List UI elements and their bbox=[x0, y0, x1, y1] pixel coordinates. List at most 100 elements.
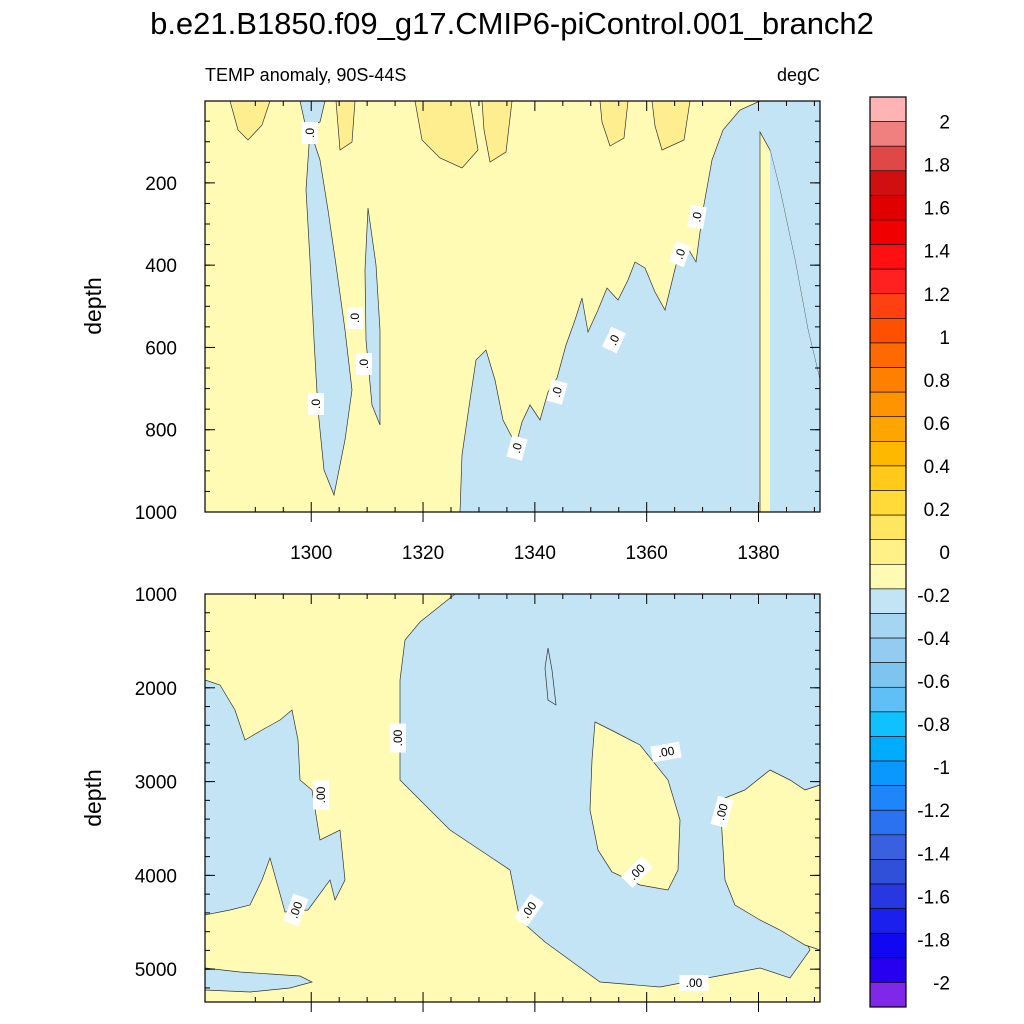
upper-negative-east-body bbox=[459, 150, 820, 512]
lower-plot-frame bbox=[204, 593, 821, 1003]
colorbar-label: -0.8 bbox=[917, 715, 950, 736]
upper-x-axis: 1300 1320 1340 1360 1380 bbox=[254, 101, 815, 564]
contour-label: .0 bbox=[506, 435, 528, 461]
colorbar-swatch bbox=[869, 588, 907, 614]
contour-label-box bbox=[356, 353, 372, 375]
lower-contour-labels: .00 .00 .00 .00 .00 .00 .00 .00 bbox=[283, 723, 734, 991]
contour-label-text: .00 bbox=[314, 786, 328, 803]
contour-label-text: .00 bbox=[713, 802, 731, 822]
contour-label-box bbox=[546, 379, 568, 405]
contour-label-text: .00 bbox=[686, 976, 703, 990]
x-tick-label: 1300 bbox=[290, 543, 332, 564]
colorbar-swatch bbox=[869, 736, 907, 762]
colorbar-swatch bbox=[869, 711, 907, 737]
contour-label: .00 bbox=[390, 723, 406, 753]
upper-y-axis: 200 400 600 800 1000 bbox=[135, 120, 820, 524]
colorbar-swatch bbox=[869, 268, 907, 295]
colorbar-frame bbox=[869, 96, 907, 1008]
colorbar-label: -0.6 bbox=[917, 672, 950, 693]
x-tick-label: 1320 bbox=[402, 543, 444, 564]
lower-negative-west bbox=[204, 679, 346, 916]
upper-panel: TEMP anomaly, 90S-44S degC 1300 1320 1340 1… bbox=[80, 65, 821, 564]
upper-ylabel: depth bbox=[80, 277, 106, 335]
colorbar: 2 1.8 1.6 1.4 1.2 1 0.8 0.6 0.4 0.2 0 -0.2 -0.4 -0.6 -… bbox=[869, 96, 951, 1008]
colorbar-label: 0.2 bbox=[924, 500, 950, 521]
colorbar-swatch bbox=[869, 219, 907, 245]
contour-label: .0 bbox=[308, 393, 324, 415]
contour-label-box bbox=[650, 741, 682, 763]
colorbar-swatch bbox=[869, 637, 907, 663]
contour-label-box bbox=[679, 975, 709, 991]
colorbar-swatch bbox=[869, 908, 907, 934]
lower-negative-sliver bbox=[544, 647, 557, 706]
contour-label: .00 bbox=[679, 975, 709, 991]
contour-label-text: .0 bbox=[357, 359, 371, 369]
y-tick-label: 200 bbox=[145, 174, 177, 195]
contour-label-text: .0 bbox=[303, 128, 317, 138]
colorbar-swatch bbox=[869, 883, 907, 909]
lower-positive-blob bbox=[589, 721, 681, 891]
y-tick-label: 5000 bbox=[135, 960, 177, 981]
contour-label: .0 bbox=[668, 240, 692, 268]
contour-label-text: .00 bbox=[657, 744, 676, 761]
contour-label-box bbox=[710, 795, 734, 829]
colorbar-swatch bbox=[869, 121, 907, 147]
colorbar-swatch bbox=[869, 785, 907, 811]
upper-contour-labels: .0 .0 .0 .0 .0 .0 .0 .0 .0 bbox=[302, 122, 707, 461]
y-tick-label: 400 bbox=[145, 256, 177, 277]
contour-label: .00 bbox=[710, 795, 734, 829]
colorbar-label: 1.6 bbox=[924, 199, 950, 220]
contour-label-text: .0 bbox=[689, 211, 705, 224]
colorbar-swatch bbox=[869, 441, 907, 467]
colorbar-swatch bbox=[869, 293, 907, 319]
colorbar-swatch bbox=[869, 563, 907, 590]
lower-field bbox=[204, 593, 821, 993]
colorbar-swatch bbox=[869, 244, 907, 270]
colorbar-swatch bbox=[869, 982, 907, 1008]
colorbar-label: -1.6 bbox=[917, 887, 950, 908]
colorbar-swatch bbox=[869, 760, 907, 786]
y-tick-label: 2000 bbox=[135, 679, 177, 700]
colorbar-label: -1 bbox=[933, 758, 950, 779]
colorbar-swatch bbox=[869, 170, 907, 196]
colorbar-label: 1.2 bbox=[924, 285, 950, 306]
contour-label-text: .0 bbox=[509, 441, 525, 455]
contour-label: .00 bbox=[650, 741, 682, 763]
upper-negative-thin bbox=[364, 207, 381, 426]
contour-label-text: .00 bbox=[391, 729, 405, 746]
contour-label-box bbox=[283, 893, 309, 927]
colorbar-swatch bbox=[869, 318, 907, 344]
y-tick-label: 3000 bbox=[135, 773, 177, 794]
x-tick-label: 1340 bbox=[514, 543, 556, 564]
colorbar-swatch bbox=[869, 859, 907, 885]
lower-y-axis: 1000 2000 3000 4000 5000 bbox=[135, 585, 820, 989]
lower-negative-bottom bbox=[204, 967, 313, 993]
contour-label: .0 bbox=[546, 379, 568, 405]
x-tick-label: 1360 bbox=[626, 543, 668, 564]
colorbar-swatch bbox=[869, 465, 907, 491]
contour-label-box bbox=[621, 856, 653, 888]
lower-x-axis bbox=[254, 594, 815, 1012]
contour-label-box bbox=[302, 122, 318, 144]
contour-label: .0 bbox=[356, 353, 372, 375]
colorbar-swatch bbox=[869, 195, 907, 221]
contour-label-box bbox=[390, 723, 406, 753]
colorbar-label: 0.4 bbox=[924, 457, 951, 478]
contour-label: .0 bbox=[602, 326, 626, 354]
upper-negative-narrow bbox=[305, 129, 353, 497]
y-tick-label: 600 bbox=[145, 338, 177, 359]
colorbar-swatch bbox=[869, 490, 907, 516]
upper-subtitle-left: TEMP anomaly, 90S-44S bbox=[205, 65, 406, 85]
lower-panel: 1000 2000 3000 4000 5000 .00 .00 .00 .00 .00 .00.… bbox=[80, 585, 821, 1012]
colorbar-label: -0.4 bbox=[917, 629, 950, 650]
contour-label-box bbox=[668, 240, 692, 268]
colorbar-label: 0.6 bbox=[924, 414, 950, 435]
colorbar-label: -1.4 bbox=[917, 844, 950, 865]
y-tick-label: 4000 bbox=[135, 866, 177, 887]
colorbar-label: 1 bbox=[939, 328, 950, 349]
contour-label-box bbox=[506, 435, 528, 461]
colorbar-swatch bbox=[869, 145, 907, 172]
contour-label-box bbox=[347, 307, 363, 329]
colorbar-swatch bbox=[869, 514, 907, 541]
